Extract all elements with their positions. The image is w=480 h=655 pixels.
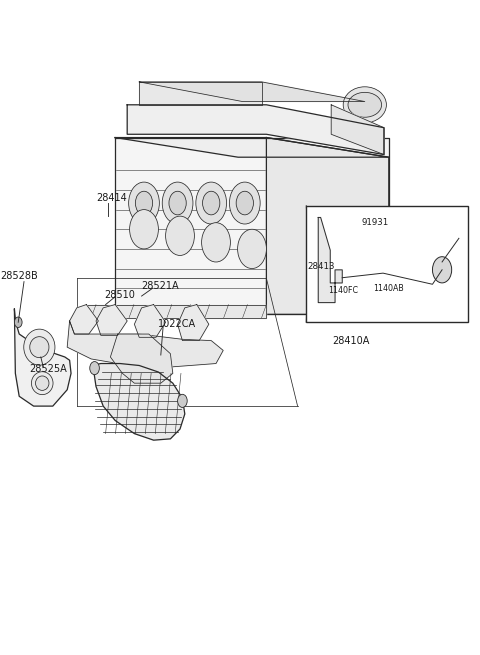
Polygon shape — [115, 138, 389, 314]
Text: 28414: 28414 — [96, 193, 127, 203]
Polygon shape — [127, 105, 384, 155]
Polygon shape — [318, 217, 342, 303]
Ellipse shape — [36, 376, 49, 390]
Polygon shape — [331, 105, 384, 155]
Polygon shape — [96, 305, 127, 335]
Text: 1022CA: 1022CA — [158, 319, 196, 329]
Circle shape — [203, 191, 220, 215]
Polygon shape — [110, 334, 173, 383]
Circle shape — [178, 394, 187, 407]
Text: 91931: 91931 — [361, 217, 389, 227]
Polygon shape — [139, 82, 262, 105]
Circle shape — [130, 210, 158, 249]
Ellipse shape — [31, 372, 53, 394]
Circle shape — [162, 182, 193, 224]
Ellipse shape — [348, 92, 382, 117]
Ellipse shape — [24, 329, 55, 365]
Circle shape — [229, 182, 260, 224]
Bar — [306, 206, 468, 322]
Polygon shape — [86, 305, 266, 318]
Polygon shape — [266, 138, 389, 314]
Circle shape — [14, 317, 22, 328]
Circle shape — [238, 229, 266, 269]
Text: 28510: 28510 — [105, 290, 135, 300]
Circle shape — [135, 191, 153, 215]
Text: 1140FC: 1140FC — [328, 286, 358, 295]
Polygon shape — [67, 321, 223, 367]
Polygon shape — [92, 364, 185, 440]
Text: 28410A: 28410A — [333, 335, 370, 346]
Circle shape — [169, 191, 186, 215]
Circle shape — [90, 362, 99, 375]
Polygon shape — [70, 305, 98, 334]
Circle shape — [196, 182, 227, 224]
Text: 28525A: 28525A — [29, 364, 67, 374]
Circle shape — [166, 216, 194, 255]
Circle shape — [236, 191, 253, 215]
Text: 28528B: 28528B — [0, 271, 38, 282]
Text: 28413: 28413 — [308, 262, 335, 271]
Text: 1140AB: 1140AB — [373, 284, 404, 293]
Polygon shape — [14, 309, 71, 406]
Ellipse shape — [343, 87, 386, 123]
Polygon shape — [178, 305, 209, 341]
Circle shape — [202, 223, 230, 262]
Ellipse shape — [30, 337, 49, 358]
Polygon shape — [134, 305, 166, 337]
Polygon shape — [115, 138, 389, 157]
Text: 28521A: 28521A — [142, 281, 179, 291]
Polygon shape — [139, 82, 365, 102]
Circle shape — [432, 257, 452, 283]
Circle shape — [129, 182, 159, 224]
